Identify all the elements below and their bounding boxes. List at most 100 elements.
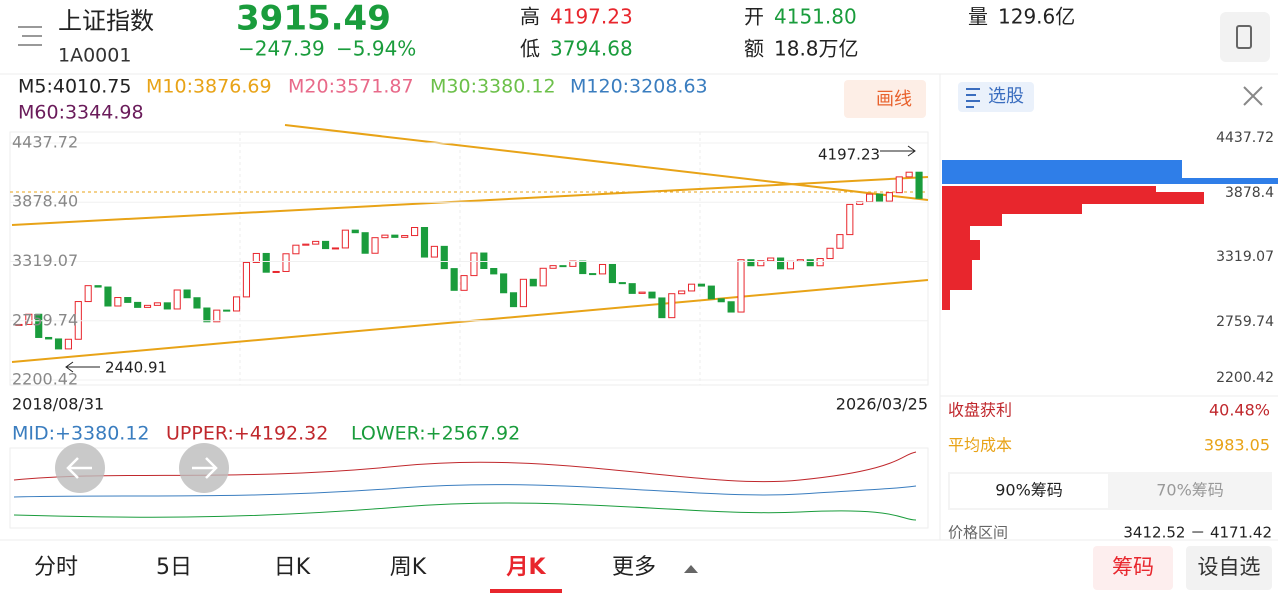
y-tick-label: 2759.74 [12, 310, 78, 329]
candle [371, 237, 379, 254]
candle [687, 283, 696, 292]
chips-button[interactable] [1093, 546, 1173, 590]
stock-name: 上证指数 [58, 7, 154, 35]
high: 4197.23 [550, 5, 633, 29]
y-tick-label: 3319.07 [12, 251, 78, 270]
candle [618, 282, 626, 285]
watch-button[interactable] [1186, 546, 1272, 590]
candle [252, 252, 260, 263]
draw-button[interactable] [844, 80, 926, 118]
boll-upper-line [13, 451, 917, 483]
tab[interactable]: 分时 [34, 555, 78, 580]
more-arrow [684, 565, 698, 573]
candle [450, 268, 458, 291]
candle [895, 176, 903, 194]
menu-icon[interactable] [18, 26, 42, 46]
tab[interactable]: 日K [274, 555, 311, 580]
candle [875, 193, 884, 202]
candle [500, 273, 508, 294]
candle [143, 304, 152, 308]
boll-mid: MID:+3380.12 [12, 423, 150, 445]
candle [430, 245, 438, 258]
end-date: 2026/03/25 [836, 395, 928, 414]
trend-lines [11, 124, 929, 363]
candle [183, 289, 191, 299]
candle [648, 291, 656, 299]
candle [826, 247, 834, 260]
candle [559, 265, 567, 268]
avg-label: 平均成本 [948, 436, 1012, 455]
candle [509, 292, 518, 308]
candle [272, 270, 280, 273]
candle [193, 297, 201, 309]
high-arrow [880, 145, 916, 157]
candle [25, 313, 33, 325]
candle [816, 258, 824, 267]
y-tick-label: 3878.40 [12, 192, 78, 211]
candle [470, 252, 478, 277]
candle [282, 253, 290, 272]
candle [302, 243, 310, 246]
prev-icon [66, 457, 92, 479]
candle [628, 283, 636, 294]
candle [885, 192, 893, 202]
candle [401, 235, 409, 238]
change: −247.39 [238, 37, 325, 61]
y-tick-label: 4437.72 [12, 133, 78, 152]
chip-tab-active[interactable] [950, 474, 1108, 508]
candle [64, 338, 72, 350]
candle [391, 234, 399, 238]
device-button[interactable] [1220, 12, 1270, 62]
candle [94, 285, 102, 288]
close-icon[interactable] [1243, 86, 1263, 106]
chip-axis: 2759.74 [1216, 314, 1274, 330]
candle [312, 240, 320, 245]
profit: 40.48% [1209, 401, 1270, 420]
tab[interactable]: 周K [390, 555, 427, 580]
boll-lower-line [13, 502, 917, 521]
price: 3915.49 [236, 0, 391, 39]
candle [134, 301, 142, 308]
candle [460, 275, 468, 291]
candle [519, 278, 527, 308]
candle [420, 227, 429, 258]
v-grid [239, 132, 701, 385]
candle [658, 297, 666, 319]
candle [173, 289, 181, 310]
chip-tab[interactable]: 70%筹码 [1156, 481, 1224, 500]
start-date: 2018/08/31 [12, 395, 104, 414]
boll-upper: UPPER:+4192.32 [166, 423, 328, 445]
candle [262, 252, 270, 273]
chip-axis: 3878.4 [1225, 185, 1274, 201]
candle [440, 245, 448, 270]
chip-axis: 4437.72 [1216, 130, 1274, 146]
boll-frame [9, 447, 929, 529]
volume: 129.6亿 [998, 5, 1075, 29]
range-label: 价格区间 [948, 524, 1008, 542]
candle [549, 265, 557, 269]
tab-active[interactable]: 月K [505, 555, 546, 580]
tab[interactable]: 5日 [156, 555, 192, 580]
chip-axis: 2200.42 [1216, 370, 1274, 386]
volume-label: 量 [968, 5, 988, 29]
ma30: M30:3380.12 [430, 76, 556, 98]
candle [727, 301, 735, 313]
candle [213, 309, 221, 323]
candle [806, 259, 814, 267]
candle [717, 298, 725, 303]
candle [84, 285, 92, 303]
candle [608, 263, 616, 284]
candle [351, 229, 359, 234]
candle [153, 302, 161, 306]
candle [836, 234, 844, 249]
candle [668, 293, 676, 319]
pick-text: 选股 [988, 86, 1024, 107]
tab[interactable]: 更多 [612, 555, 656, 580]
low-annotation: 2440.91 [105, 359, 167, 377]
candle [242, 261, 251, 298]
candle [697, 283, 706, 287]
chips-text: 筹码 [1112, 555, 1154, 579]
tab-underline [490, 589, 562, 593]
candle [539, 267, 547, 287]
